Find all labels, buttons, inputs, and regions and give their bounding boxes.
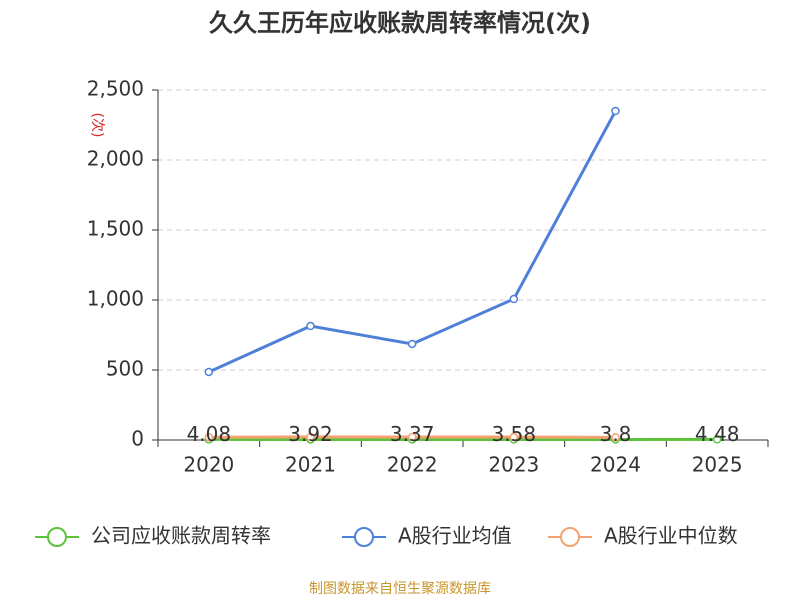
data-label: 3.37 — [390, 422, 435, 446]
y-tick-label: 1,000 — [87, 287, 144, 311]
y-tick-label: 500 — [106, 357, 144, 381]
x-tick-label: 2024 — [590, 453, 641, 477]
x-tick-label: 2022 — [387, 453, 438, 477]
y-tick-label: 1,500 — [87, 217, 144, 241]
data-point — [407, 339, 417, 349]
data-point — [306, 321, 315, 331]
legend-icon-marker — [354, 527, 374, 547]
series-line — [208, 110, 617, 374]
data-point — [611, 106, 620, 116]
data-point — [509, 432, 519, 442]
chart-title: 久久王历年应收账款周转率情况(次) — [209, 9, 591, 37]
data-label: 4.08 — [187, 422, 232, 446]
data-point — [611, 433, 620, 442]
data-label: 3.8 — [600, 422, 632, 446]
legend-label: 公司应收账款周转率 — [91, 524, 271, 548]
legend-icon-marker — [47, 527, 67, 547]
data-label: 3.92 — [288, 422, 333, 446]
y-tick-label: 0 — [131, 427, 144, 451]
y-tick-label: 2,500 — [87, 77, 144, 101]
x-tick-label: 2021 — [285, 453, 336, 477]
data-point — [509, 294, 519, 304]
x-tick-label: 2025 — [692, 453, 743, 477]
data-point — [407, 432, 417, 442]
legend-label: A股行业中位数 — [604, 524, 738, 548]
legend-label: A股行业均值 — [398, 524, 512, 548]
x-tick-label: 2020 — [183, 453, 234, 477]
legend-icon-marker — [560, 527, 580, 547]
data-point — [306, 432, 315, 442]
data-point — [204, 367, 214, 377]
data-label: 4.48 — [695, 422, 740, 446]
data-point — [712, 435, 722, 444]
source-note: 制图数据来自恒生聚源数据库 — [309, 581, 491, 597]
data-point — [204, 432, 214, 442]
y-tick-label: 2,000 — [87, 147, 144, 171]
data-label: 3.58 — [492, 422, 537, 446]
x-tick-label: 2023 — [488, 453, 539, 477]
y-axis-label: (次) — [89, 113, 105, 138]
